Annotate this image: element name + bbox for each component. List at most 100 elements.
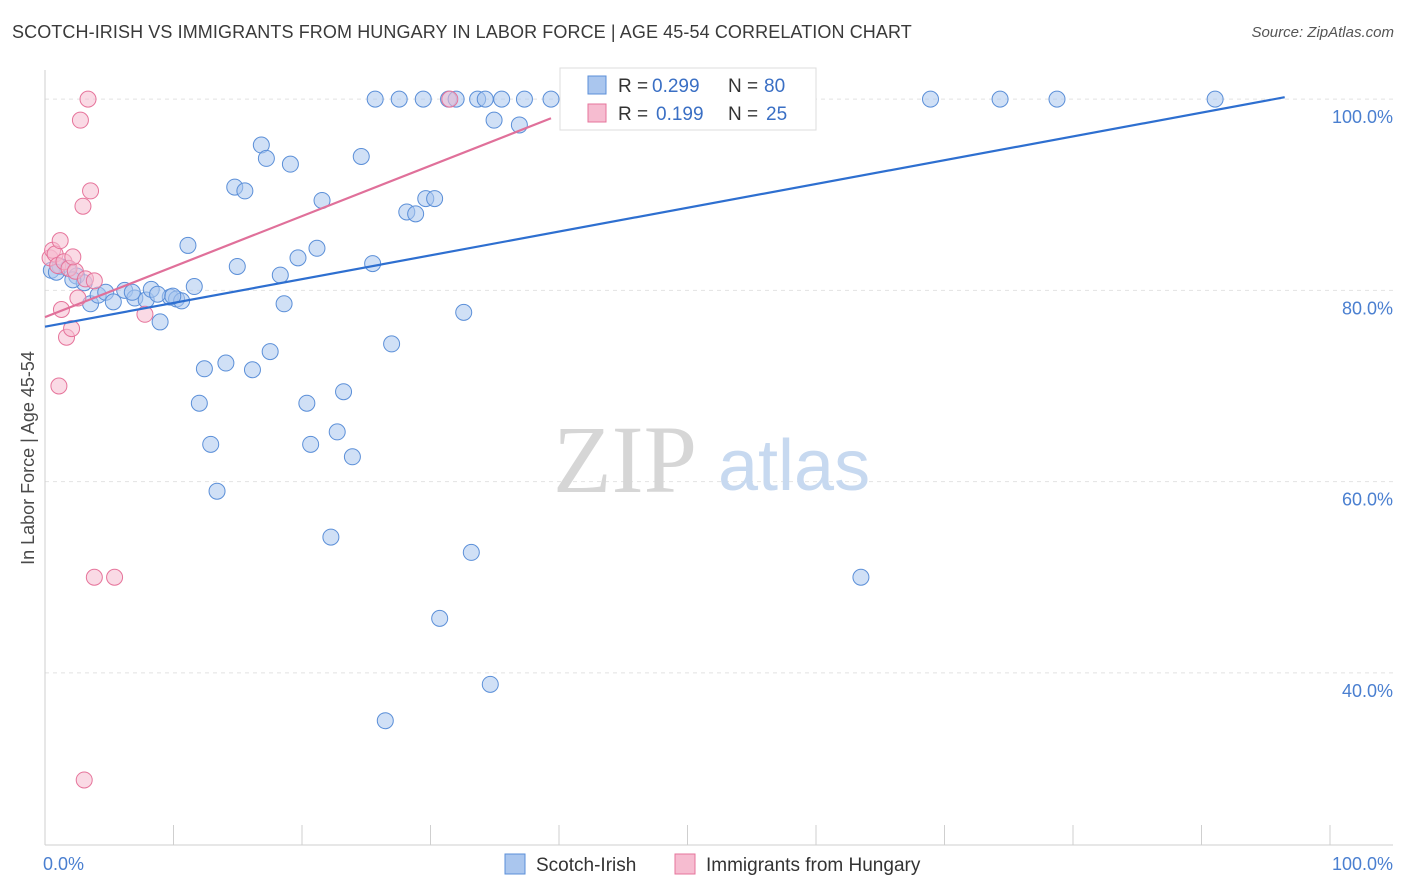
scotch-irish-point-66 (542, 90, 560, 108)
scotch-irish-point-40 (328, 423, 346, 441)
scotch-irish-point-27 (243, 361, 261, 379)
source-credit: Source: ZipAtlas.com (1251, 24, 1394, 41)
hungary-point-22 (75, 771, 93, 789)
scotch-irish-point-44 (364, 255, 382, 273)
stats-n-label-blue: N = (728, 76, 758, 97)
scotch-irish-point-71 (922, 90, 939, 108)
scotch-irish-point-32 (275, 295, 293, 313)
scotch-irish-point-60 (476, 90, 494, 108)
scotch-irish-point-20 (195, 360, 213, 378)
stats-n-value-pink: 25 (766, 104, 787, 125)
hungary-point-4 (52, 301, 70, 318)
scotch-irish-point-58 (462, 543, 480, 561)
scotch-irish-point-13 (151, 313, 169, 331)
scotch-irish-point-18 (179, 236, 197, 254)
trend-line-hungary (44, 117, 552, 319)
scotch-irish-point-34 (289, 249, 307, 267)
scotch-irish-point-33 (281, 155, 299, 173)
scotch-irish-point-26 (236, 182, 254, 200)
stats-r-value-blue: 0.299 (652, 76, 700, 97)
scotch-irish-point-53 (426, 190, 444, 208)
hungary-point-18 (82, 182, 100, 200)
hungary-point-15 (74, 197, 92, 215)
scotch-irish-point-35 (298, 394, 316, 412)
watermark-zip: ZIP (553, 406, 697, 513)
scotch-irish-point-73 (1048, 90, 1066, 108)
trend-lines (44, 96, 1285, 328)
scotch-irish-point-42 (343, 448, 361, 466)
scotch-irish-point-63 (493, 90, 511, 108)
scotch-irish-point-78 (149, 285, 167, 303)
scotch-irish-point-47 (383, 335, 401, 353)
scotch-irish-point-57 (455, 303, 473, 321)
legend-label-scotch-irish: Scotch-Irish (536, 855, 636, 876)
scotch-irish-point-31 (271, 266, 289, 284)
hungary-point-14 (71, 111, 89, 129)
hungary-point-17 (79, 90, 97, 108)
y-axis-label: In Labor Force | Age 45-54 (18, 351, 38, 565)
scotch-irish-point-41 (335, 383, 353, 401)
scotch-irish-point-72 (991, 90, 1009, 108)
hungary-point-10 (63, 320, 81, 338)
hungary-point-21 (106, 568, 124, 586)
scotch-irish-point-74 (1206, 90, 1224, 108)
scotch-irish-point-17 (185, 278, 203, 296)
scotch-irish-point-8 (104, 293, 122, 311)
y-tick-label-0: 100.0% (1332, 107, 1393, 127)
scotch-irish-point-29 (257, 149, 275, 167)
stats-n-value-blue: 80 (764, 76, 785, 97)
hungary-point-23 (136, 305, 154, 323)
stats-r-label-pink: R = (618, 104, 648, 125)
scotch-irish-point-21 (202, 435, 220, 453)
watermark-atlas: atlas (718, 426, 870, 506)
y-tick-label-2: 60.0% (1342, 490, 1393, 510)
legend-swatch-hungary (674, 853, 696, 875)
stats-legend-swatch-blue (587, 75, 607, 95)
watermark: ZIP atlas (553, 406, 870, 513)
scotch-irish-point-51 (414, 90, 432, 108)
stats-r-value-pink: 0.199 (656, 104, 704, 125)
scotch-irish-point-39 (322, 528, 340, 546)
scotch-irish-point-43 (352, 148, 370, 165)
scotch-irish-point-46 (376, 712, 394, 730)
scotch-irish-point-37 (308, 239, 326, 257)
hungary-point-12 (64, 248, 82, 266)
scotch-irish-point-19 (190, 394, 208, 412)
scotch-irish-point-22 (208, 482, 226, 500)
scotch-irish-point-48 (390, 90, 408, 108)
x-tick-label-max: 100.0% (1332, 854, 1393, 874)
y-tick-labels: 100.0% 80.0% 60.0% 40.0% (1332, 107, 1393, 701)
scotch-irish-point-24 (228, 257, 246, 275)
scotch-irish-point-77 (123, 283, 141, 301)
scotch-irish-point-54 (431, 609, 449, 627)
hungary-point-8 (51, 232, 69, 250)
legend-label-hungary: Immigrants from Hungary (706, 855, 921, 876)
x-axis-ticks (44, 825, 1331, 845)
scotch-irish-point-50 (407, 205, 425, 223)
scotch-irish-point-62 (485, 111, 503, 129)
bottom-legend: Scotch-Irish Immigrants from Hungary (504, 853, 921, 876)
scotch-irish-point-70 (852, 568, 870, 586)
x-tick-label-min: 0.0% (43, 854, 84, 874)
hungary-point-20 (85, 568, 103, 586)
scotch-irish-point-45 (366, 90, 384, 108)
hungary-point-24 (441, 90, 459, 108)
series-hungary-points (41, 90, 459, 789)
scotch-irish-point-23 (217, 354, 235, 372)
stats-r-label-blue: R = (618, 76, 648, 97)
stats-legend-swatch-pink (587, 103, 607, 123)
trend-line-scotch-irish (44, 96, 1285, 328)
scotch-irish-point-65 (515, 90, 533, 108)
stats-legend: R = 0.299 N = 80 R = 0.199 N = 25 (559, 67, 817, 131)
hungary-point-7 (50, 377, 68, 395)
scotch-irish-point-36 (302, 435, 320, 453)
chart-title: SCOTCH-IRISH VS IMMIGRANTS FROM HUNGARY … (12, 22, 912, 42)
scotch-irish-point-61 (481, 675, 499, 693)
y-tick-label-3: 40.0% (1342, 681, 1393, 701)
scotch-irish-point-30 (261, 343, 279, 361)
axes (44, 70, 1393, 846)
legend-swatch-scotch-irish (504, 853, 526, 875)
y-tick-label-1: 80.0% (1342, 298, 1393, 318)
hungary-point-19 (85, 272, 103, 290)
